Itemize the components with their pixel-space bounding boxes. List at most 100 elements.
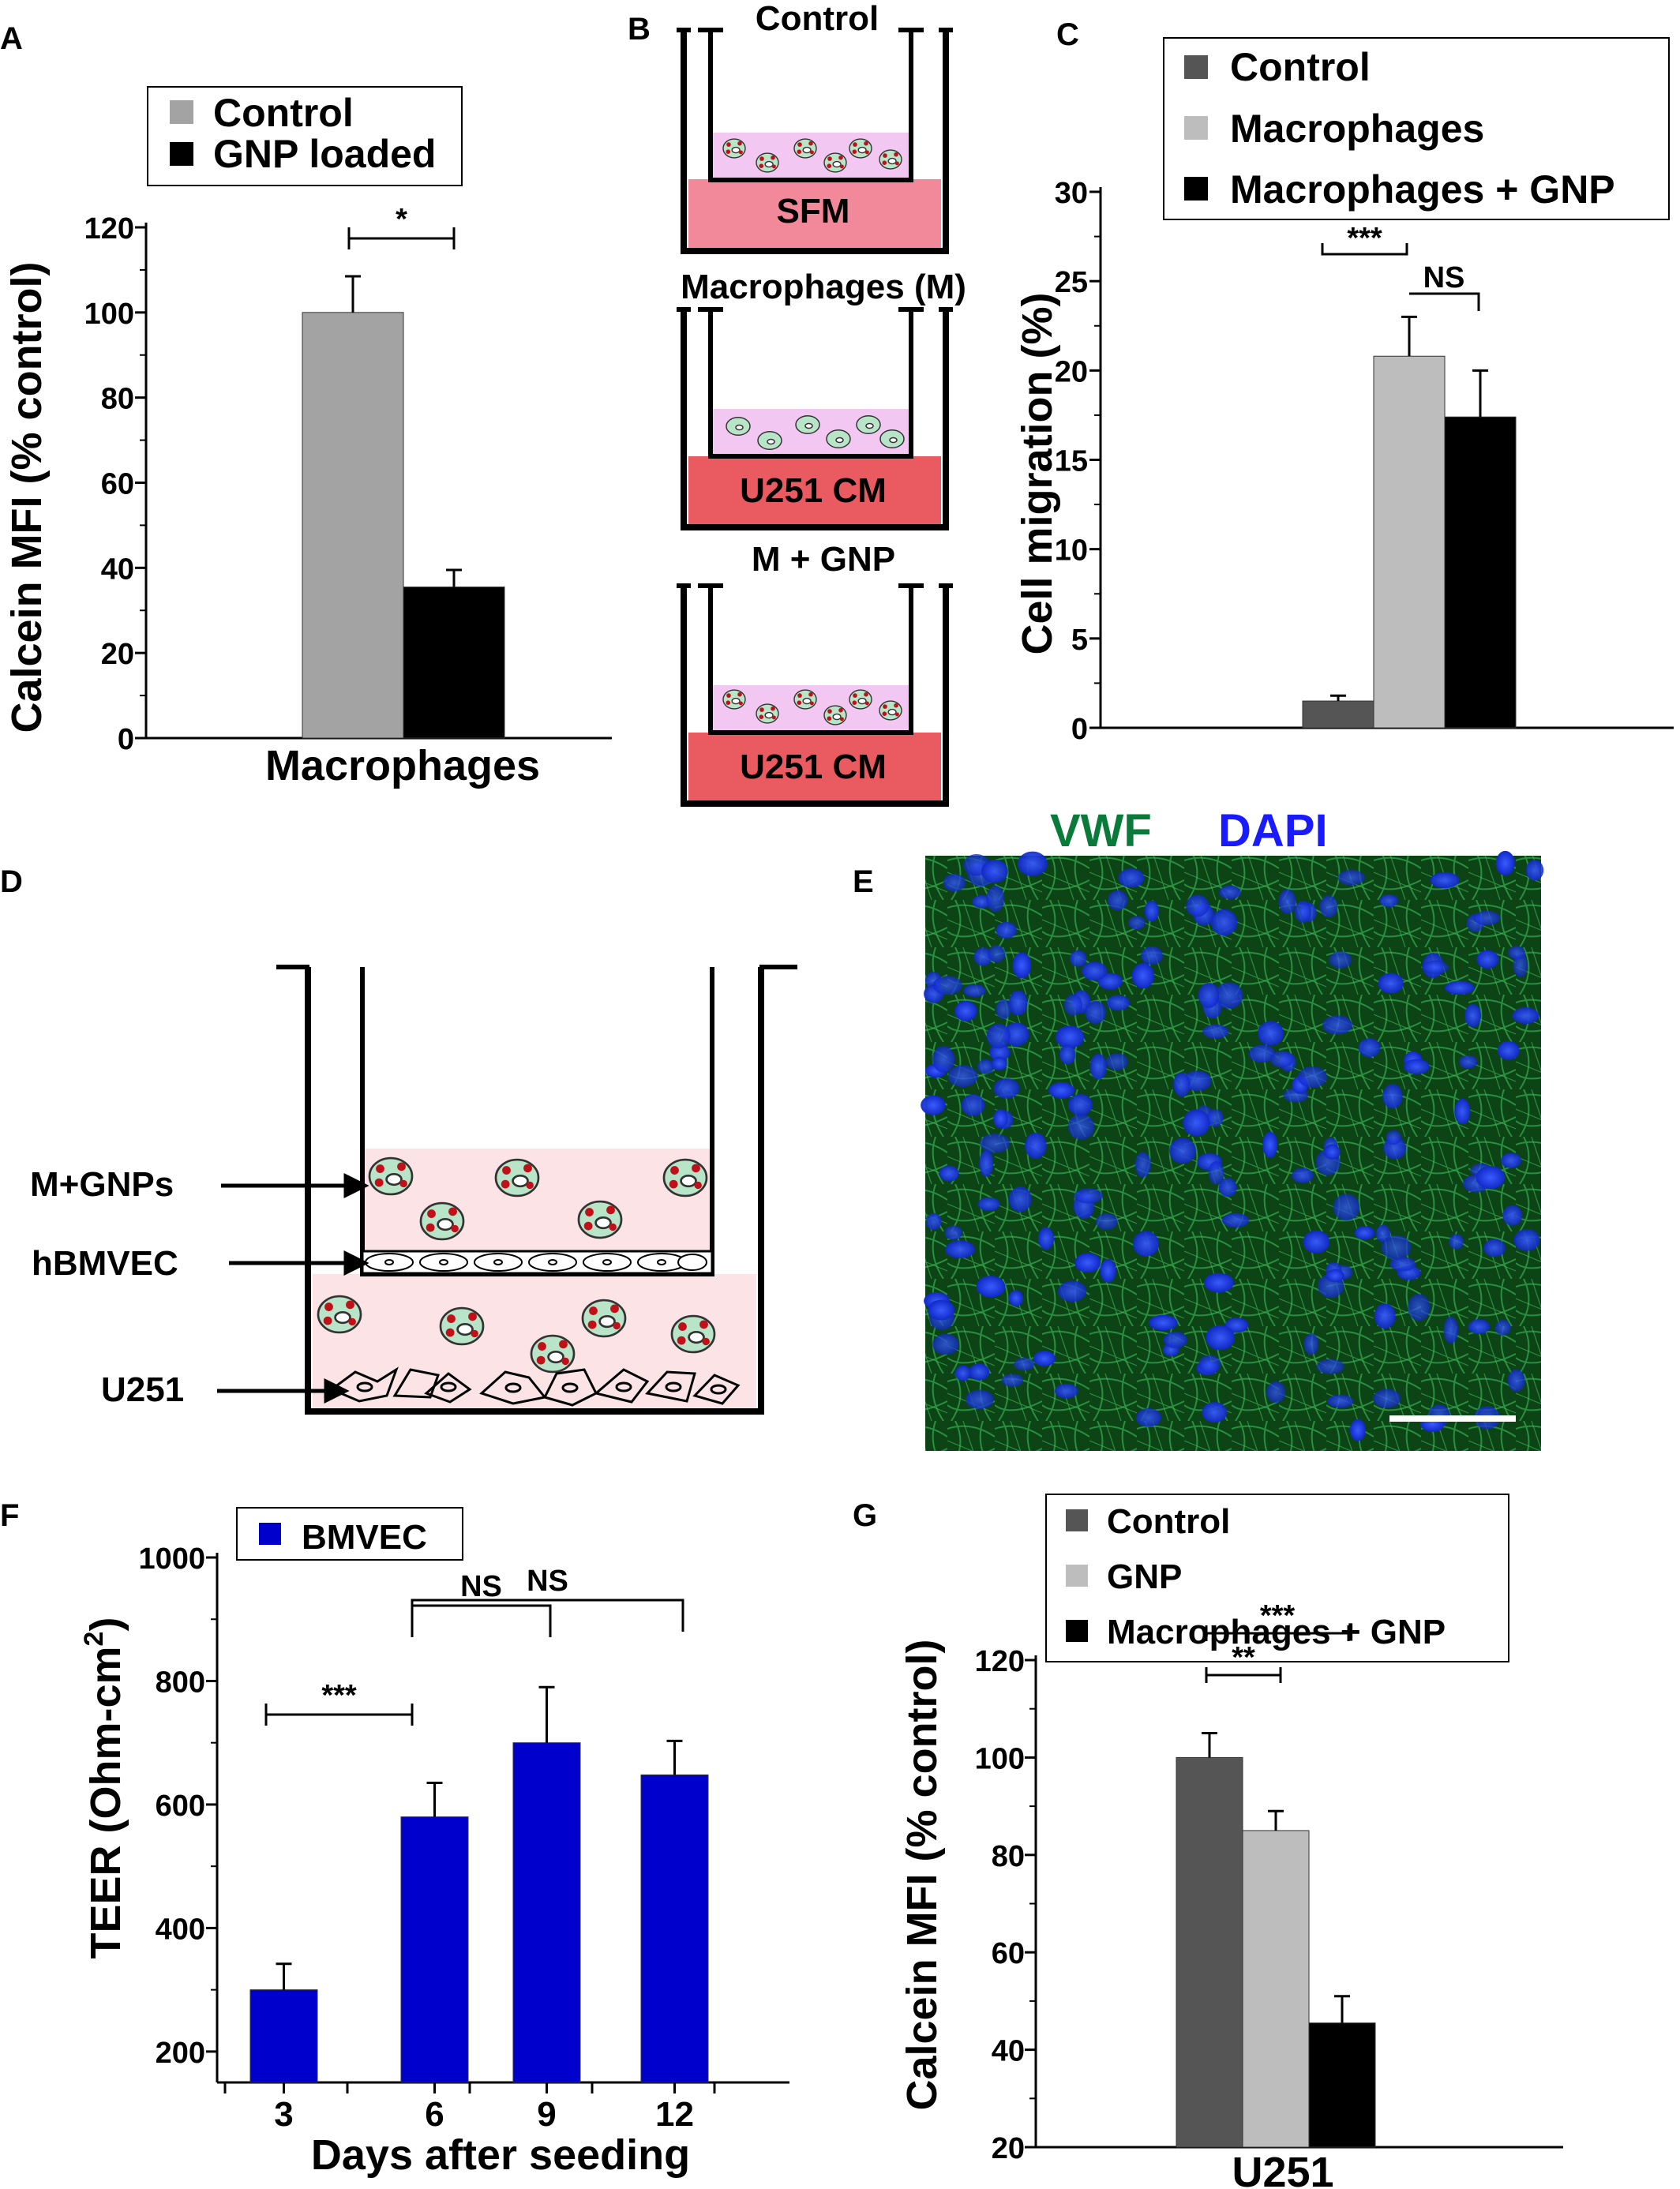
nucleus [1059,1044,1076,1065]
y-tick-label: 80 [992,1840,1025,1873]
nucleus [932,1333,959,1355]
nucleus [1495,850,1515,875]
y-tick-label: 20 [101,638,134,671]
nucleus [1378,973,1404,994]
nucleus [986,1023,1011,1049]
nucleus [1459,1055,1477,1069]
significance-bracket [1321,243,1408,256]
nucleus [1373,1389,1401,1408]
nucleus [1067,1113,1095,1140]
y-axis-title: Cell migration (%) [1014,292,1061,654]
nucleus [939,1165,959,1182]
y-tick-label: 0 [118,723,134,756]
legend-box [147,86,463,186]
legend-label: Control [213,91,354,135]
nucleus [1186,894,1209,917]
legend-box [1163,37,1670,220]
panel-letter-c: C [1056,17,1079,52]
transwell-m-gnp: U251 CM [677,583,953,807]
nucleus [1303,1333,1319,1355]
legend-f: BMVEC [236,1507,463,1561]
nucleus [947,1065,978,1088]
nucleus [1001,1374,1024,1387]
legend-label: Control [1107,1502,1230,1541]
x-tick-label: 6 [425,2095,444,2134]
nucleus [1204,1273,1234,1293]
legend-label: GNP loaded [213,132,436,176]
nucleus [1082,961,1108,981]
nucleus [943,873,966,892]
transwell-macrophages: U251 CM [677,307,953,530]
y-tick-label: 30 [1055,177,1088,210]
diagram-label: M+GNPs [30,1165,174,1204]
nucleus [1473,910,1501,926]
nuclei [921,850,1544,1441]
nucleus [1497,1040,1520,1060]
legend-g: Control GNP Macrophages + GNP [1045,1494,1509,1662]
nucleus [996,922,1017,939]
significance-label: ** [1232,1641,1255,1674]
nucleus [1074,1188,1103,1204]
nucleus [945,1240,975,1258]
nucleus [1025,1132,1047,1159]
x-axis-title: Days after seeding [311,2131,690,2179]
nucleus [1266,1381,1286,1403]
nucleus [969,1363,990,1381]
legend-swatch [170,142,193,166]
bar [640,1774,709,2083]
nucleus [1333,1194,1360,1221]
nucleus [1303,1230,1330,1254]
nucleus [1037,1227,1055,1250]
nucleus [993,1109,1008,1128]
diagram-b: Control Macrophages (M) M + GNP SFM [677,0,966,807]
nucleus [1085,1000,1106,1024]
nucleus [1494,1320,1511,1336]
nucleus [954,1365,971,1381]
nucleus [980,1134,1010,1153]
nucleus [1054,1383,1078,1399]
significance-label: *** [321,1679,357,1712]
bar [403,587,505,739]
y-tick-label: 120 [975,1645,1025,1678]
legend-swatch [259,1523,281,1545]
well-medium [688,179,941,249]
well-medium [688,456,941,526]
nucleus [1014,1358,1035,1371]
nucleus [1105,1053,1128,1070]
y-tick-label: 100 [975,1742,1025,1775]
nucleus [1089,1053,1107,1080]
legend-label: BMVEC [302,1518,427,1557]
nucleus [1198,1355,1221,1374]
nucleus [976,1276,1006,1298]
nucleus [1003,1022,1029,1047]
significance-label: NS [1423,261,1465,294]
nucleus [1198,983,1220,1008]
chart-g: Control GNP Macrophages + GNP Calcein MF… [898,1494,1563,2189]
panel-letter-e: E [853,864,874,899]
significance-bracket [1409,292,1480,311]
nucleus [963,984,986,998]
nucleus [1375,1224,1390,1243]
y-tick-label: 25 [1055,266,1088,299]
nucleus [1132,1231,1159,1257]
y-tick-label: 80 [101,383,134,416]
nucleus [986,886,1005,912]
well-label: U251 CM [740,471,887,510]
nucleus [1063,994,1083,1016]
nucleus [1128,916,1146,930]
nucleus [1513,1228,1540,1251]
micrograph-e: VWF DAPI [921,805,1544,1451]
nucleus [1262,1131,1278,1158]
nucleus [1248,1044,1276,1063]
nucleus [1476,950,1499,969]
nucleus [1278,889,1296,914]
nucleus [1106,995,1131,1011]
nucleus [1326,1269,1344,1283]
bar [1302,700,1374,729]
bar [400,1816,469,2083]
y-tick-label: 10 [1055,534,1088,568]
nucleus [988,945,1006,962]
x-axis-title: Macrophages [265,742,540,789]
y-tick-label: 100 [84,298,134,331]
y-axis-title: Calcein MFI (% control) [898,1639,946,2110]
